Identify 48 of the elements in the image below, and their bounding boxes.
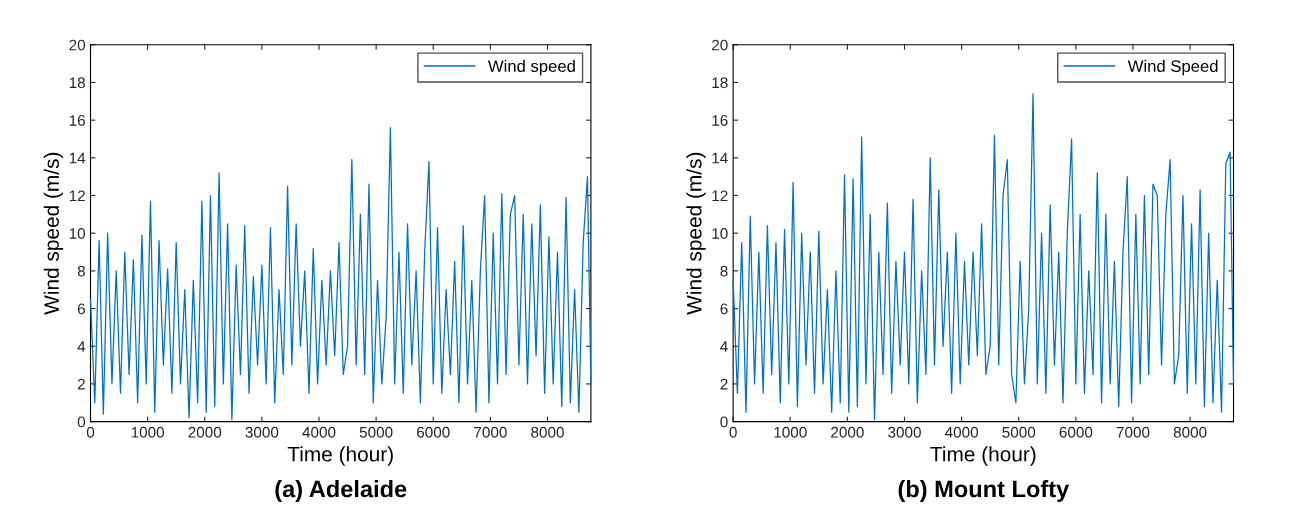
legend-label: Wind Speed — [1127, 59, 1218, 76]
y-tick-label: 12 — [69, 190, 85, 202]
y-axis-title: Wind speed (m/s) — [43, 152, 64, 315]
y-tick-label: 0 — [720, 416, 728, 428]
y-tick-label: 18 — [69, 77, 85, 89]
y-tick-label: 12 — [712, 190, 728, 202]
x-tick-label: 5000 — [1002, 426, 1036, 438]
x-tick-label: 1000 — [774, 426, 807, 438]
x-tick-label: 8000 — [1173, 426, 1207, 438]
y-axis-title: Wind speed (m/s) — [686, 152, 706, 315]
y-tick-label: 20 — [69, 39, 86, 51]
y-tick-label: 16 — [69, 115, 85, 126]
x-tick-label: 3000 — [245, 426, 279, 438]
y-tick-label: 8 — [720, 265, 728, 277]
x-tick-label: 2000 — [188, 426, 222, 438]
y-tick-label: 6 — [720, 303, 728, 315]
x-tick-label: 7000 — [1116, 426, 1150, 438]
x-tick-label: 1000 — [131, 426, 165, 438]
x-tick-label: 4000 — [302, 426, 336, 438]
y-tick-label: 4 — [720, 341, 728, 352]
y-tick-label: 4 — [77, 341, 86, 352]
x-tick-label: 5000 — [359, 426, 393, 438]
y-tick-label: 6 — [77, 303, 85, 315]
x-tick-label: 4000 — [944, 426, 979, 438]
text: (b) Mount Lofty — [898, 480, 1070, 503]
x-axis-title: Time (hour) — [287, 446, 393, 466]
y-tick-label: 2 — [720, 378, 728, 390]
x-tick-label: 2000 — [831, 426, 864, 438]
x-tick-label: 6000 — [1059, 426, 1093, 438]
text: (a) Adelaide — [275, 480, 407, 503]
x-tick-label: 7000 — [474, 426, 507, 438]
y-tick-label: 14 — [69, 152, 86, 164]
x-tick-label: 3000 — [888, 426, 921, 438]
y-tick-label: 10 — [69, 228, 86, 239]
y-tick-label: 0 — [77, 416, 86, 428]
y-tick-label: 16 — [712, 115, 728, 126]
y-tick-label: 18 — [712, 77, 728, 89]
x-tick-label: 8000 — [531, 426, 564, 438]
y-tick-label: 2 — [77, 378, 85, 390]
y-tick-label: 14 — [712, 152, 728, 164]
y-tick-label: 20 — [712, 39, 728, 51]
x-tick-label: 6000 — [417, 426, 450, 438]
y-tick-label: 8 — [77, 265, 85, 277]
x-axis-title: Time (hour) — [930, 446, 1036, 466]
x-tick-label: 0 — [729, 426, 737, 438]
x-tick-label: 0 — [86, 426, 95, 438]
y-tick-label: 10 — [712, 228, 728, 239]
legend-label: Wind speed — [487, 59, 575, 76]
